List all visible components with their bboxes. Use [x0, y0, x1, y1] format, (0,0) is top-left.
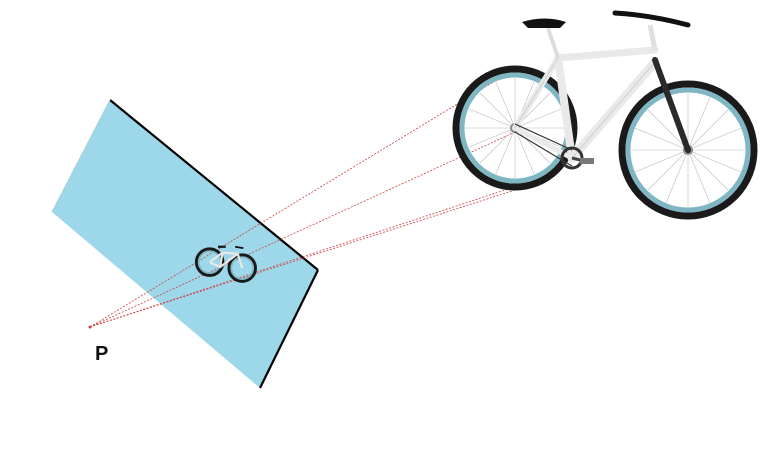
bicycle [452, 10, 758, 220]
ray-2 [89, 131, 516, 328]
point-p-label: P [95, 343, 109, 365]
projection-plane [51, 99, 319, 389]
center-of-projection [88, 325, 92, 329]
projected-bicycle-image [194, 245, 257, 283]
ray-4 [89, 189, 516, 328]
projection-rays [89, 71, 521, 328]
saddle [522, 18, 566, 28]
frame [512, 46, 660, 163]
ray-1 [89, 71, 511, 328]
handlebar [612, 10, 691, 28]
fork [652, 57, 691, 153]
ray-3 [89, 184, 521, 328]
